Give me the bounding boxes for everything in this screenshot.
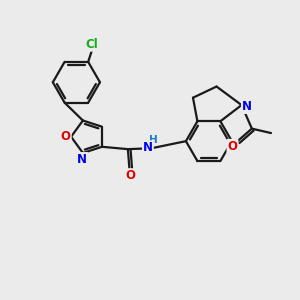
Text: O: O [125,169,135,182]
Text: N: N [242,100,252,113]
Text: N: N [77,153,87,166]
Text: O: O [61,130,71,143]
Text: N: N [143,141,153,154]
Text: O: O [227,140,237,153]
Text: Cl: Cl [85,38,98,51]
Text: H: H [148,135,157,145]
